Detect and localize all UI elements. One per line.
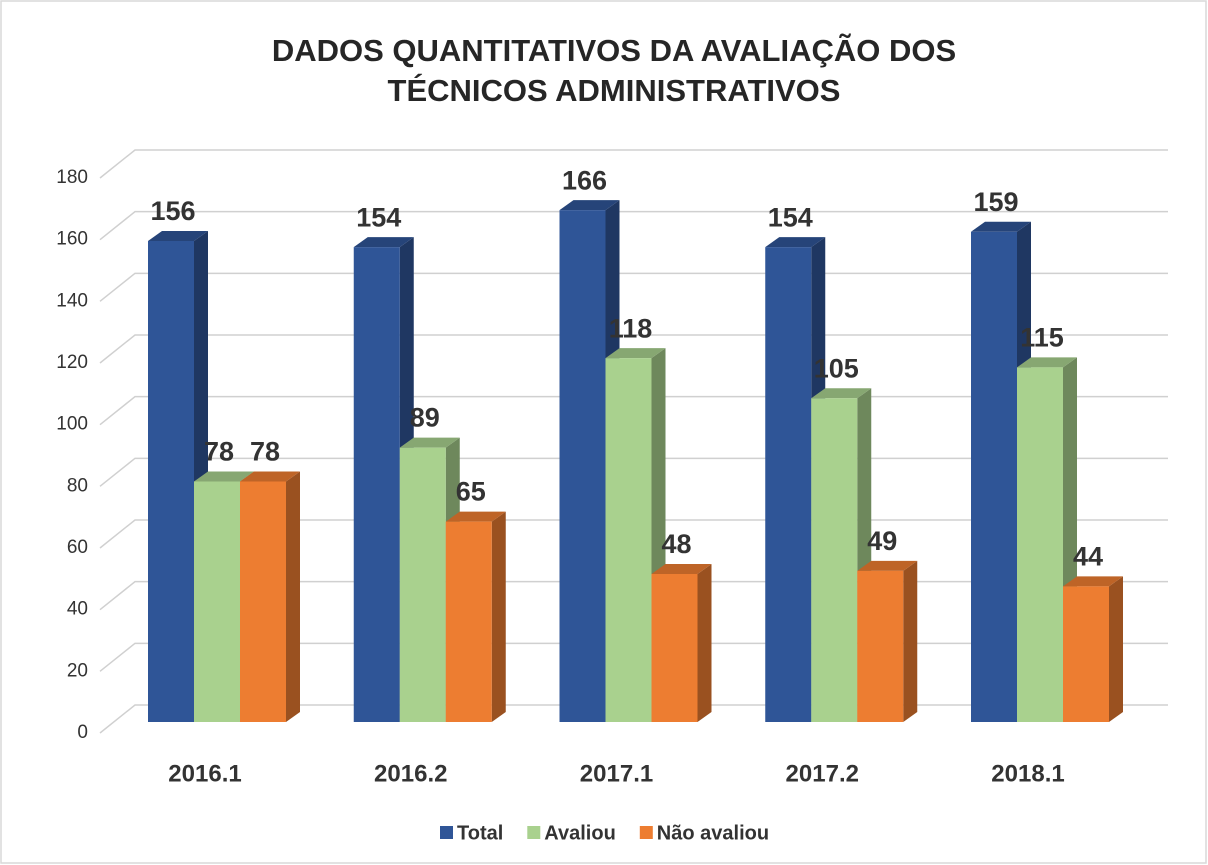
data-label: 89 <box>410 403 440 433</box>
data-label: 118 <box>609 313 653 343</box>
bar-face <box>491 511 506 722</box>
x-tick-label: 2016.2 <box>374 760 447 787</box>
bar-face <box>811 388 872 399</box>
bar-face <box>353 237 414 248</box>
data-label: 78 <box>250 437 280 467</box>
bar-face <box>240 481 286 722</box>
data-label: 154 <box>356 202 401 232</box>
bar-face <box>765 237 826 248</box>
bar <box>857 560 918 722</box>
y-tick-label: 120 <box>56 352 88 373</box>
data-label: 156 <box>150 196 195 226</box>
grid-line <box>99 210 1168 241</box>
data-label: 49 <box>867 526 897 556</box>
bar-face <box>903 560 918 722</box>
bar-face <box>765 247 812 722</box>
y-tick-label: 20 <box>67 660 88 681</box>
bar-face <box>651 564 712 574</box>
x-tick-label: 2017.1 <box>580 760 653 787</box>
bar <box>445 511 506 722</box>
bar-face <box>399 447 446 722</box>
y-tick-label: 40 <box>67 599 88 620</box>
bar-face <box>605 358 652 722</box>
bar <box>1063 576 1123 722</box>
bar-face <box>353 247 400 722</box>
data-label: 115 <box>1020 323 1064 353</box>
y-tick-label: 60 <box>67 537 88 558</box>
data-label: 159 <box>973 187 1018 217</box>
y-tick-label: 180 <box>56 167 88 188</box>
y-tick-label: 140 <box>56 290 88 311</box>
bar <box>1017 357 1077 722</box>
y-tick-label: 80 <box>67 475 88 496</box>
legend-label: Não avaliou <box>657 822 769 844</box>
legend-swatch <box>440 826 453 839</box>
x-tick-label: 2018.1 <box>991 760 1064 787</box>
bar-face <box>559 210 606 722</box>
bar-face <box>857 560 918 571</box>
bar-face <box>971 221 1031 232</box>
bar-face <box>148 231 208 241</box>
legend-swatch <box>527 826 541 839</box>
bar-face <box>240 471 300 482</box>
bar-face <box>697 564 712 722</box>
x-tick-label: 2016.1 <box>168 760 241 787</box>
bar-face <box>194 481 240 722</box>
data-label: 65 <box>456 477 486 507</box>
data-label: 44 <box>1073 541 1103 571</box>
bar-face <box>605 348 666 359</box>
grid-line <box>99 149 1168 179</box>
x-tick-label: 2017.2 <box>786 760 859 787</box>
chart-title: DADOS QUANTITATIVOS DA AVALIAÇÃO DOS <box>272 33 956 68</box>
bar <box>651 564 712 722</box>
bar-face <box>971 231 1017 722</box>
bar-face <box>194 471 254 482</box>
y-tick-label: 100 <box>56 414 88 435</box>
bar-face <box>857 570 904 722</box>
bar-face <box>445 511 506 522</box>
bar-face <box>445 521 492 722</box>
legend-label: Total <box>457 822 503 844</box>
data-label: 166 <box>562 165 607 195</box>
bar-face <box>1109 576 1123 722</box>
bar-face <box>1017 367 1063 722</box>
y-tick-label: 160 <box>56 229 88 250</box>
bar-face <box>1063 576 1123 587</box>
y-tick-label: 0 <box>77 722 88 743</box>
bar-face <box>1063 586 1109 722</box>
data-label: 105 <box>814 353 859 383</box>
data-label: 154 <box>768 202 813 232</box>
data-label: 48 <box>661 529 691 559</box>
legend-swatch <box>639 826 653 839</box>
bar-face <box>148 241 194 722</box>
bar-face <box>559 200 620 211</box>
bar-face <box>811 398 858 722</box>
bar-face <box>399 437 460 448</box>
bar <box>240 471 300 722</box>
bar-face <box>286 471 300 722</box>
chart-title: TÉCNICOS ADMINISTRATIVOS <box>388 73 841 108</box>
bar <box>605 348 666 722</box>
legend-label: Avaliou <box>544 822 616 844</box>
bar-face <box>1017 357 1077 368</box>
bar-face <box>651 574 698 722</box>
data-label: 78 <box>204 437 234 467</box>
